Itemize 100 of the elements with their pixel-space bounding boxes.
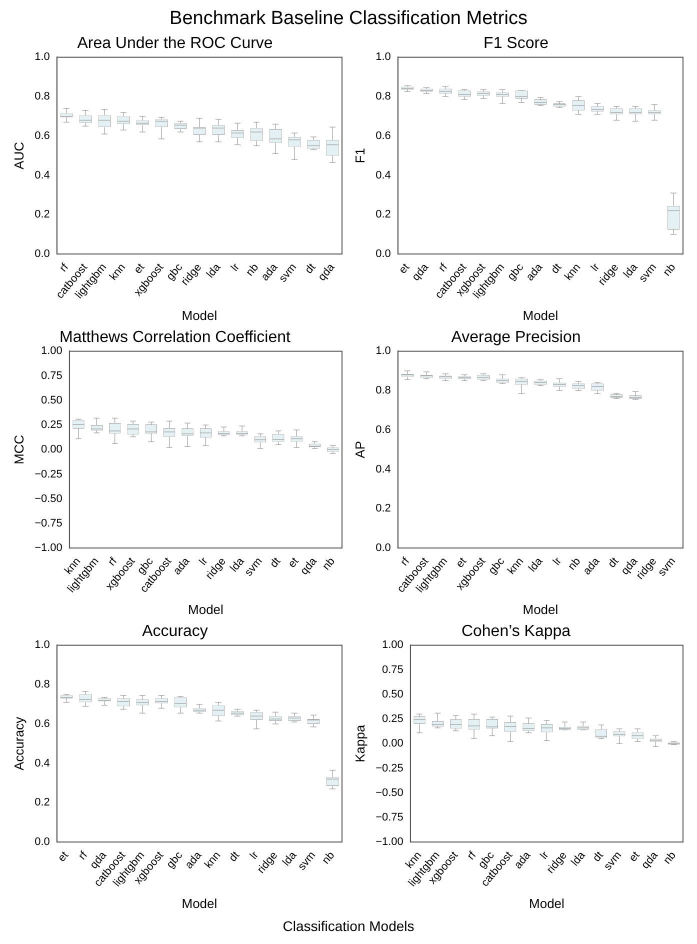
y-tick-label: 0.6 [34,718,50,730]
y-tick-label: 0.2 [34,796,50,809]
y-tick-label: −0.75 [34,517,62,530]
x-tick-label: gbc [164,849,186,871]
x-tick-label: svm [656,555,678,579]
x-tick-label: ada [524,260,546,284]
y-tick-label: 0.6 [34,130,50,142]
y-tick-label: 1.00 [382,639,404,652]
x-tick-label: qda [410,260,432,284]
y-tick-label: 0.2 [376,502,391,515]
x-tick-label: ada [581,554,603,578]
y-tick-label: 0.50 [41,394,62,406]
x-tick-label: ada [183,848,205,872]
x-axis-title: Model [188,602,224,617]
x-tick-label: rf [465,848,480,862]
x-tick-label: lda [569,848,588,868]
x-tick-label: nb [661,849,679,867]
y-tick-label: −0.25 [376,762,404,774]
y-axis-title: F1 [352,148,368,164]
x-tick-label: lr [550,555,564,568]
x-tick-label: ada [512,848,534,872]
x-tick-label: rf [76,848,91,862]
y-tick-label: −0.50 [34,492,62,505]
x-tick-label: et [56,849,72,864]
y-axis-title: MCC [11,434,26,464]
x-tick-label: knn [202,849,224,871]
y-tick-label: −1.00 [376,836,404,848]
y-tick-label: −0.50 [376,786,404,799]
y-tick-label: 1.0 [34,639,50,652]
y-tick-label: 0.00 [382,738,404,750]
y-axis-title: Accuracy [11,716,26,770]
x-tick-label: nb [320,555,338,573]
y-tick-label: −1.00 [34,542,62,554]
y-tick-label: 0.4 [376,463,391,476]
y-tick-label: 0.0 [376,248,391,260]
x-axis-title: Model [522,602,558,617]
x-tick-label: lr [248,849,262,862]
x-tick-label: qda [316,260,338,284]
y-tick-label: 0.8 [34,90,50,103]
x-tick-label: nb [244,261,262,279]
x-tick-label: ada [171,554,193,578]
y-axis-title: AP [352,440,368,458]
y-tick-label: 0.2 [34,208,50,221]
x-tick-label: nb [566,555,584,573]
chart-title: Average Precision [451,329,581,346]
y-tick-label: 0.8 [34,678,50,691]
y-tick-label: 0.0 [34,836,50,848]
x-tick-label: dt [226,849,242,864]
y-tick-label: 0.75 [41,370,62,382]
x-tick-label: gbc [486,555,508,577]
y-tick-label: 0.0 [34,248,50,260]
y-tick-label: 0.4 [34,169,50,182]
y-tick-label: 0.6 [376,424,391,436]
y-tick-label: 0.4 [376,169,391,182]
y-tick-label: 0.4 [34,757,50,770]
x-tick-label: gbc [505,261,526,283]
y-tick-label: −0.75 [376,811,404,824]
chart-title: Cohen’s Kappa [461,623,571,640]
x-tick-label: lda [526,554,546,574]
x-axis-title: Model [182,896,218,911]
y-tick-label: 0.50 [382,688,404,700]
y-tick-label: 0.2 [376,208,391,221]
chart-title: Matthews Correlation Coefficient [60,329,292,346]
y-tick-label: 0.8 [376,90,391,103]
x-tick-label: lr [588,261,602,274]
x-tick-label: lr [538,849,552,862]
x-tick-label: dt [268,555,284,570]
x-tick-label: lda [204,260,224,280]
y-tick-label: 1.00 [41,345,62,358]
x-axis-title: Model [529,896,565,911]
y-tick-label: 1.0 [34,51,50,64]
y-axis-title: AUC [11,142,26,170]
x-tick-label: nb [661,261,678,279]
x-tick-label: nb [320,849,338,867]
y-tick-label: 0.75 [382,664,404,676]
x-tick-label: knn [562,261,584,283]
y-tick-label: 1.0 [376,51,391,64]
chart-title: F1 Score [484,35,549,52]
x-tick-label: lr [228,261,242,274]
chart-title: Accuracy [142,623,208,640]
x-tick-label: knn [107,261,128,283]
x-tick-label: dt [548,261,564,276]
chart-title: Area Under the ROC Curve [77,35,273,52]
y-axis-title: Kappa [352,724,368,762]
x-tick-label: lr [197,555,211,568]
x-tick-label: et [396,261,412,276]
x-tick-label: dt [606,555,622,570]
x-axis-title: Model [182,308,218,323]
y-tick-label: 0.8 [376,384,391,397]
y-tick-label: 0.25 [41,419,62,432]
x-tick-label: knn [505,555,526,577]
text: Benchmark Baseline Classification Metrics [170,8,528,29]
y-tick-label: 0.00 [41,444,62,456]
x-tick-label: dt [303,261,318,276]
y-tick-label: 0.6 [376,130,391,142]
y-tick-label: 0.0 [376,542,391,554]
y-tick-label: 1.0 [376,345,391,358]
x-axis-title: Model [522,308,558,323]
y-tick-label: 0.25 [382,713,404,726]
text: Classification Models [282,918,414,934]
